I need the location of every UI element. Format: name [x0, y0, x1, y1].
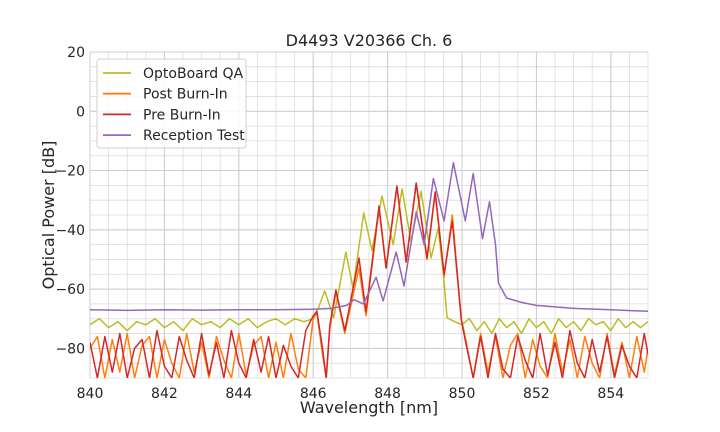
- series-lines: [90, 162, 648, 378]
- y-tick-label: −40: [55, 223, 85, 239]
- y-tick-label: 0: [76, 104, 85, 120]
- series-line-0: [90, 188, 648, 335]
- y-tick-label: −80: [55, 341, 85, 357]
- x-tick-label: 840: [77, 386, 104, 402]
- x-tick-label: 854: [597, 386, 624, 402]
- tick-labels: 840 842 844 846 848 850 852 854 20 0 −20 −40 −60 −80: [55, 45, 624, 402]
- series-line-3: [90, 162, 648, 313]
- series-line-2: [90, 182, 648, 378]
- legend-label: Reception Test: [143, 128, 245, 144]
- y-tick-label: −20: [55, 164, 85, 180]
- y-tick-label: 20: [67, 45, 85, 61]
- x-tick-label: 848: [374, 386, 401, 402]
- x-tick-label: 850: [449, 386, 476, 402]
- x-tick-label: 844: [225, 386, 252, 402]
- legend-label: Pre Burn-In: [143, 107, 221, 123]
- x-tick-label: 846: [300, 386, 327, 402]
- x-tick-label: 842: [151, 386, 178, 402]
- y-axis-label: Optical Power [dB]: [39, 141, 58, 290]
- x-axis-label: Wavelength [nm]: [300, 398, 438, 417]
- legend-box: [96, 58, 247, 149]
- legend: OptoBoard QA Post Burn-In Pre Burn-In Recep…: [96, 58, 247, 149]
- chart-title: D4493 V20366 Ch. 6: [286, 31, 453, 50]
- series-line-1: [90, 183, 648, 378]
- legend-label: Post Burn-In: [143, 87, 228, 103]
- legend-label: OptoBoard QA: [143, 66, 244, 82]
- x-tick-label: 852: [523, 386, 550, 402]
- y-tick-label: −60: [55, 282, 85, 298]
